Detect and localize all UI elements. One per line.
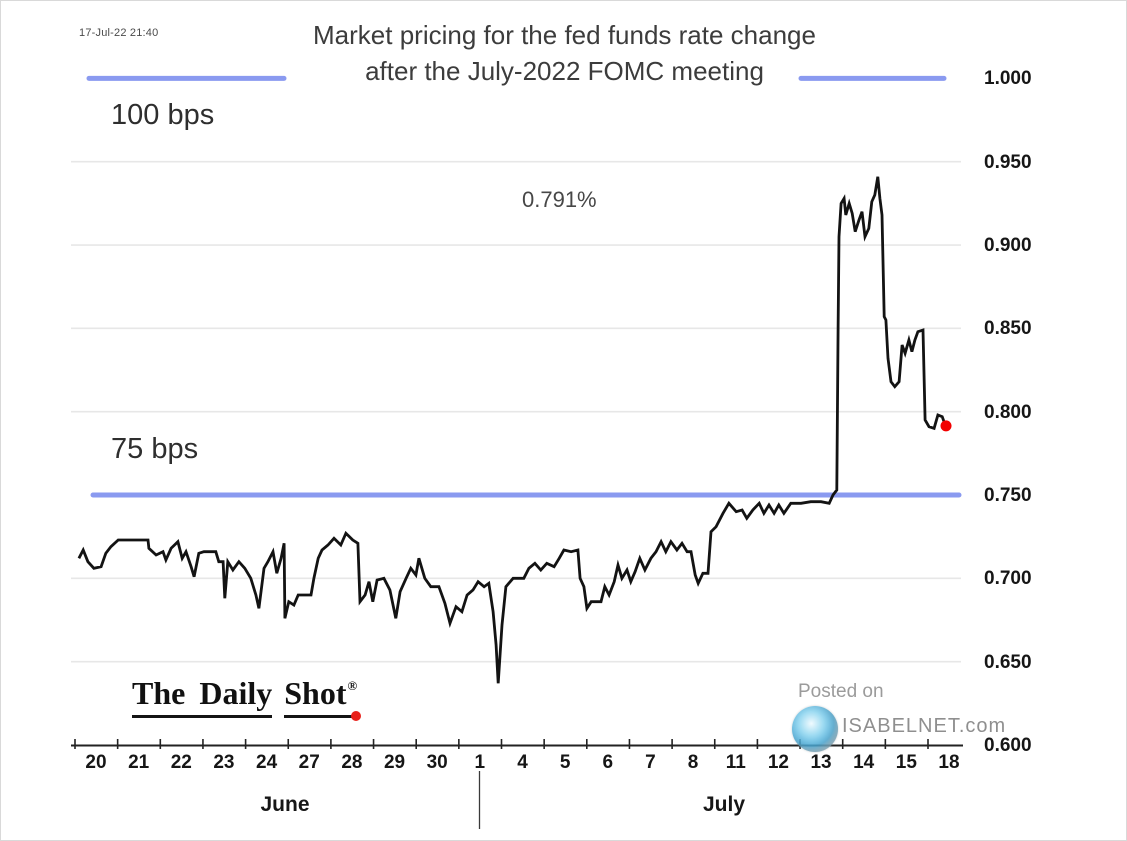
x-tick-label: 22 <box>170 752 192 773</box>
logo-red-dot-icon <box>351 711 362 721</box>
x-tick-label: 24 <box>256 752 278 773</box>
month-label-july: July <box>702 793 746 816</box>
x-tick-label: 8 <box>687 752 699 773</box>
x-tick-label: 13 <box>810 752 832 773</box>
x-tick-label: 20 <box>85 752 107 773</box>
isabelnet-globe-icon <box>792 706 838 752</box>
x-tick-label: 15 <box>895 752 917 773</box>
label-100bps: 100 bps <box>111 99 215 131</box>
watermark-posted-on: Posted on <box>798 681 884 702</box>
y-tick-label: 0.750 <box>984 485 1032 506</box>
y-tick-label: 0.900 <box>984 235 1032 257</box>
logo-text-shot: Shot® <box>284 675 362 721</box>
x-tick-label: 12 <box>767 752 789 773</box>
y-tick-label: 0.650 <box>984 651 1032 673</box>
x-tick-label: 7 <box>645 752 656 773</box>
x-tick-label: 14 <box>853 752 875 773</box>
chart-title-line2: after the July-2022 FOMC meeting <box>365 56 764 86</box>
x-tick-label: 6 <box>602 752 614 773</box>
x-tick-label: 29 <box>383 752 406 773</box>
x-tick-label: 30 <box>426 752 448 773</box>
x-tick-label: 4 <box>517 752 528 773</box>
y-tick-label: 0.950 <box>984 151 1032 173</box>
y-tick-label: 0.700 <box>984 568 1032 590</box>
daily-shot-logo: The Daily Shot® <box>132 675 362 721</box>
chart-timestamp: 17-Jul-22 21:40 <box>79 27 159 39</box>
current-value-annotation: 0.791% <box>522 187 597 212</box>
x-tick-label: 28 <box>341 752 363 773</box>
x-tick-label: 11 <box>725 752 746 773</box>
x-tick-label: 23 <box>213 752 235 773</box>
x-tick-label: 21 <box>128 752 150 773</box>
chart-title-line1: Market pricing for the fed funds rate ch… <box>313 20 816 50</box>
y-tick-label: 0.850 <box>984 318 1032 340</box>
x-tick-label: 27 <box>298 752 320 773</box>
y-tick-label: 1.000 <box>984 68 1032 90</box>
x-tick-label: 1 <box>474 752 486 773</box>
price-line-series <box>77 176 947 684</box>
logo-text-the-daily: The Daily <box>132 675 273 718</box>
y-tick-label: 0.600 <box>984 735 1032 756</box>
x-tick-label: 5 <box>559 752 571 773</box>
registered-mark: ® <box>347 678 358 693</box>
label-75bps: 75 bps <box>111 433 199 465</box>
x-tick-label: 18 <box>938 752 960 773</box>
endpoint-dot <box>940 420 952 432</box>
month-label-june: June <box>260 793 310 816</box>
watermark-site: ISABELNET.com <box>842 715 1007 737</box>
y-tick-label: 0.800 <box>984 401 1032 423</box>
chart-title: Market pricing for the fed funds rate ch… <box>1 17 1126 89</box>
